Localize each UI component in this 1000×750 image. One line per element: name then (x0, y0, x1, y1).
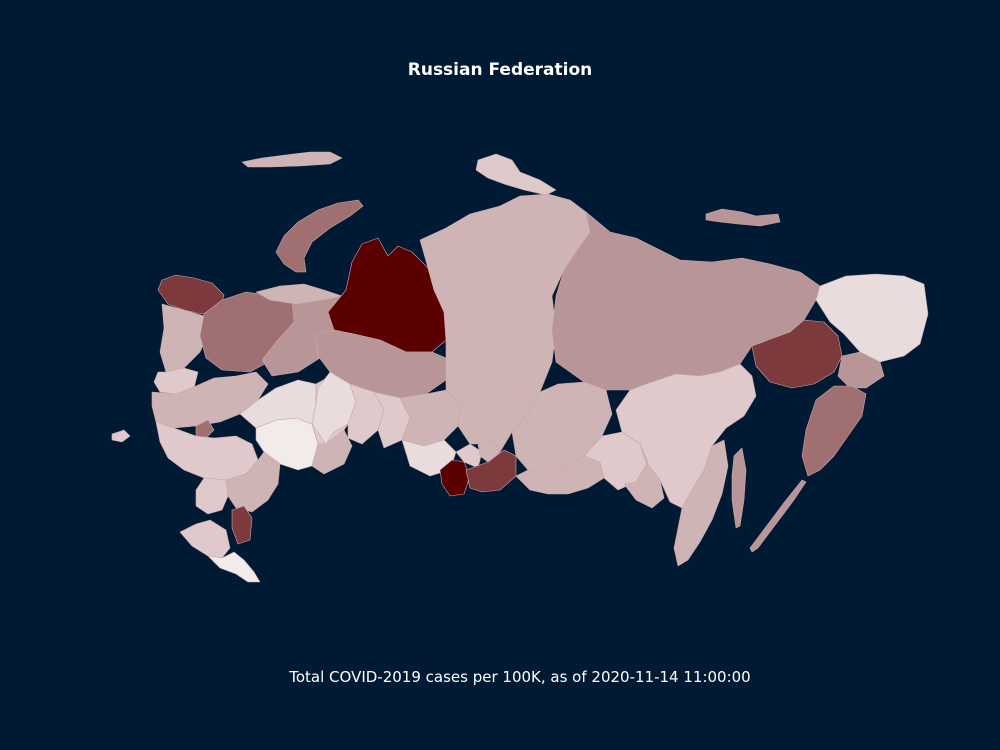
region-new-siberian-islands (705, 208, 781, 227)
map-caption: Total COVID-2019 cases per 100K, as of 2… (289, 668, 751, 686)
region-karelia (159, 303, 209, 373)
region-sakhalin (731, 447, 747, 529)
region-kamchatka (801, 385, 867, 477)
region-moscow (195, 419, 215, 439)
region-severnaya-zemlya (475, 153, 557, 196)
region-krasnodar (179, 519, 231, 559)
region-kalmykia (231, 505, 253, 545)
region-murmansk (157, 274, 225, 315)
region-lower-volga (225, 451, 281, 513)
region-kaliningrad (111, 429, 131, 443)
region-north-caucasus (207, 551, 261, 583)
region-franz-josef-land (241, 151, 343, 168)
region-rostov (195, 477, 229, 515)
region-primorye (673, 439, 729, 567)
region-kuril-islands (749, 479, 807, 553)
region-amur (623, 443, 665, 509)
region-chukotka (815, 273, 929, 363)
region-altai-republic (439, 459, 471, 497)
region-novaya-zemlya (275, 199, 364, 273)
region-kemerovo (455, 443, 483, 469)
region-koryak-kamchatka-north (837, 351, 885, 389)
map-title: Russian Federation (407, 60, 593, 80)
region-tomsk-novosibirsk (399, 389, 461, 447)
